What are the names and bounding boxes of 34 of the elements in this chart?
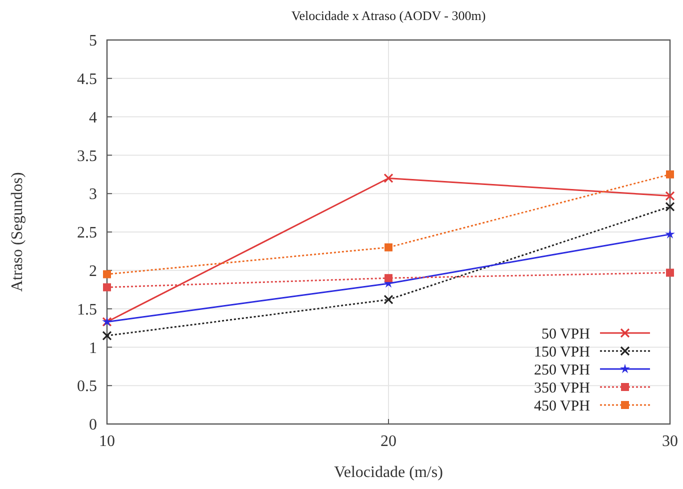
point [666,268,674,277]
y-tick-label: 1 [89,340,97,357]
point [384,294,394,304]
y-tick-label: 2.5 [77,224,97,242]
x-axis-title: Velocidade (m/s) [334,464,443,481]
legend-label: 450 VPH [534,398,590,414]
legend-label: 150 VPH [534,344,590,360]
point [666,170,674,178]
y-tick-label: 1.5 [77,301,97,318]
y-tick-label: 3 [89,186,97,204]
y-tick-label: 5 [89,32,97,50]
y-tick-label: 3.5 [77,148,97,165]
point [665,202,675,212]
point [102,330,112,340]
point [384,173,394,184]
y-tick-label: 0.5 [77,378,97,396]
point [384,243,392,252]
x-tick-label: 10 [99,433,115,450]
y-tick-label: 0 [89,416,97,434]
point [103,283,111,292]
point [384,274,392,282]
point [103,270,111,278]
y-tick-label: 4.5 [77,71,97,88]
chart-title: Velocidade x Atraso (AODV - 300m) [291,8,486,23]
legend-label: 350 VPH [534,380,590,396]
y-axis-title: Atraso (Segundos) [9,172,26,292]
y-tick-label: 4 [89,109,97,126]
point [665,229,675,239]
legend-label: 50 VPH [542,326,590,342]
legend-label: 250 VPH [534,362,590,378]
x-tick-label: 30 [662,433,678,450]
point [665,191,675,201]
y-tick-label: 2 [89,263,97,280]
x-tick-label: 20 [380,433,396,450]
